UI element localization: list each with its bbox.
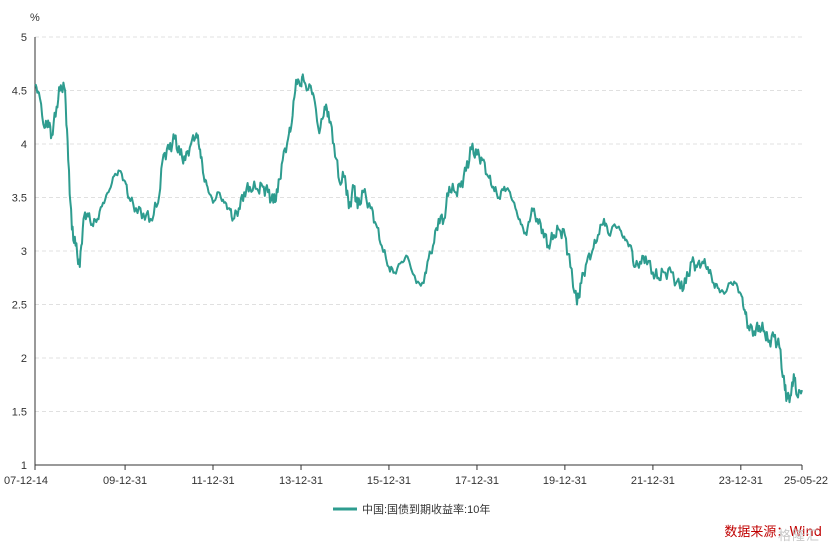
x-tick-label: 13-12-31	[279, 475, 323, 487]
data-source-note: 数据来源：Wind	[724, 525, 822, 540]
y-tick-label: 1	[21, 460, 27, 472]
x-tick-label: 25-05-22	[784, 475, 828, 487]
y-axis-unit: %	[30, 12, 40, 24]
x-tick-label: 09-12-31	[103, 475, 147, 487]
x-tick-label: 19-12-31	[543, 475, 587, 487]
y-tick-label: 1.5	[12, 407, 27, 419]
x-tick-label: 15-12-31	[367, 475, 411, 487]
x-tick-labels: 07-12-14 09-12-31 11-12-31 13-12-31 15-12-31…	[4, 475, 828, 487]
x-tick-label: 17-12-31	[455, 475, 499, 487]
axes	[34, 37, 803, 470]
y-tick-label: 5	[21, 32, 27, 44]
y-tick-labels: 1 1.5 2 2.5 3 3.5 4 4.5 5	[12, 32, 27, 472]
x-tick-label: 11-12-31	[191, 475, 234, 487]
watermark: 格隆汇	[777, 529, 820, 544]
series-layer	[34, 73, 803, 404]
y-tick-label: 2.5	[12, 300, 27, 312]
y-tick-label: 3	[21, 246, 27, 258]
y-tick-label: 4.5	[12, 86, 27, 98]
y-tick-label: 2	[21, 353, 27, 365]
x-tick-label: 23-12-31	[719, 475, 763, 487]
y-tick-label: 3.5	[12, 193, 27, 205]
x-tick-label: 21-12-31	[631, 475, 675, 487]
legend[interactable]: 中国:国债到期收益率:10年	[333, 502, 490, 516]
grid-lines	[35, 36, 802, 412]
y-tick-label: 4	[21, 139, 27, 151]
x-tick-label: 07-12-14	[4, 475, 48, 487]
series-line	[34, 73, 803, 404]
legend-label: 中国:国债到期收益率:10年	[362, 502, 490, 516]
